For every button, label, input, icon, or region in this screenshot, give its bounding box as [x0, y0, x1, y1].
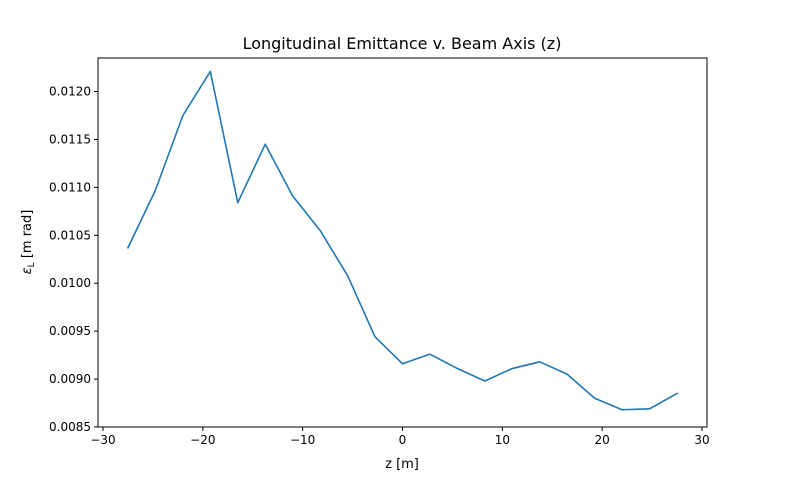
x-tick-label: −10 — [290, 433, 315, 447]
y-axis-label: εL [m rad] — [20, 210, 37, 275]
x-tick-label: 20 — [595, 433, 610, 447]
x-tick-label: 30 — [694, 433, 709, 447]
y-tick-label: 0.0120 — [49, 85, 91, 99]
y-tick-label: 0.0085 — [49, 420, 91, 434]
y-axis-ticks: 0.0085 0.0090 0.0095 0.0100 0.0105 0.0110 0.01… — [49, 85, 98, 434]
y-tick-label: 0.0090 — [49, 372, 91, 386]
y-tick-label: 0.0110 — [49, 180, 91, 194]
y-tick-label: 0.0095 — [49, 324, 91, 338]
y-tick-label: 0.0115 — [49, 132, 91, 146]
series-line — [126, 70, 679, 411]
x-tick-label: 0 — [399, 433, 407, 447]
series-layer — [126, 70, 679, 411]
y-tick-label: 0.0100 — [49, 276, 91, 290]
y-axis-label-symbol: ε — [20, 267, 35, 274]
x-axis-label: z [m] — [385, 457, 419, 472]
y-axis-label-subscript: L — [27, 262, 37, 267]
plot-frame — [97, 57, 708, 428]
chart-title: Longitudinal Emittance v. Beam Axis (z) — [243, 34, 562, 53]
plot-area — [98, 58, 707, 427]
plot-background — [98, 58, 707, 427]
x-axis-ticks: −30 −20 −10 0 10 20 30 — [90, 427, 710, 447]
y-axis-label-unit: [m rad] — [20, 210, 35, 263]
x-tick-label: 10 — [495, 433, 510, 447]
x-tick-label: −20 — [190, 433, 215, 447]
x-tick-label: −30 — [90, 433, 115, 447]
y-tick-label: 0.0105 — [49, 228, 91, 242]
